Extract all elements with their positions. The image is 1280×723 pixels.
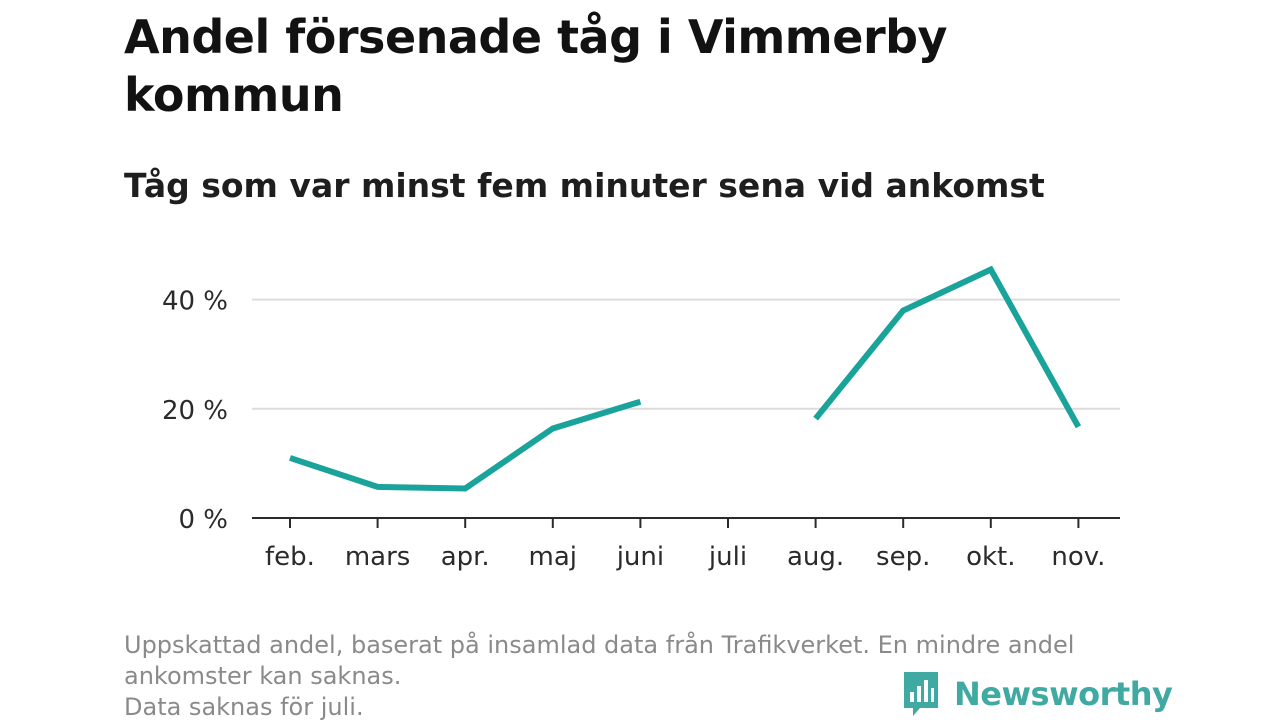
x-tick-label: feb. [265,542,315,572]
chart-title: Andel försenade tåg i Vimmerby kommun [124,10,948,122]
x-tick-label: okt. [966,542,1015,572]
bar-chart-icon [904,672,938,716]
chart-subtitle: Tåg som var minst fem minuter sena vid a… [124,166,1045,205]
x-tick-label: maj [529,542,577,572]
series-line-segment [289,398,642,492]
y-tick-label: 0 % [178,505,228,535]
line-chart: 0 % 20 % 40 % feb. mars apr. maj juni juli aug. se… [162,265,1120,572]
x-tick-label: aug. [787,542,844,572]
y-tick-label: 40 % [162,287,228,317]
x-tick-label: mars [345,542,411,572]
footnote-missing-data: Data saknas för juli. [124,693,364,721]
x-tick-label: sep. [876,542,930,572]
y-tick-label: 20 % [162,396,228,426]
x-tick-label: juni [616,542,664,572]
series-line-segment [813,265,1082,429]
footnotes: Uppskattad andel, baserat på insamlad da… [124,630,1164,723]
brand-logo: Newsworthy [900,668,1173,720]
brand-name: Newsworthy [954,675,1173,713]
footnote-source: Uppskattad andel, baserat på insamlad da… [124,631,1075,690]
x-tick-label: juli [708,542,747,572]
x-tick-label: nov. [1051,542,1105,572]
x-tick-label: apr. [441,542,490,572]
